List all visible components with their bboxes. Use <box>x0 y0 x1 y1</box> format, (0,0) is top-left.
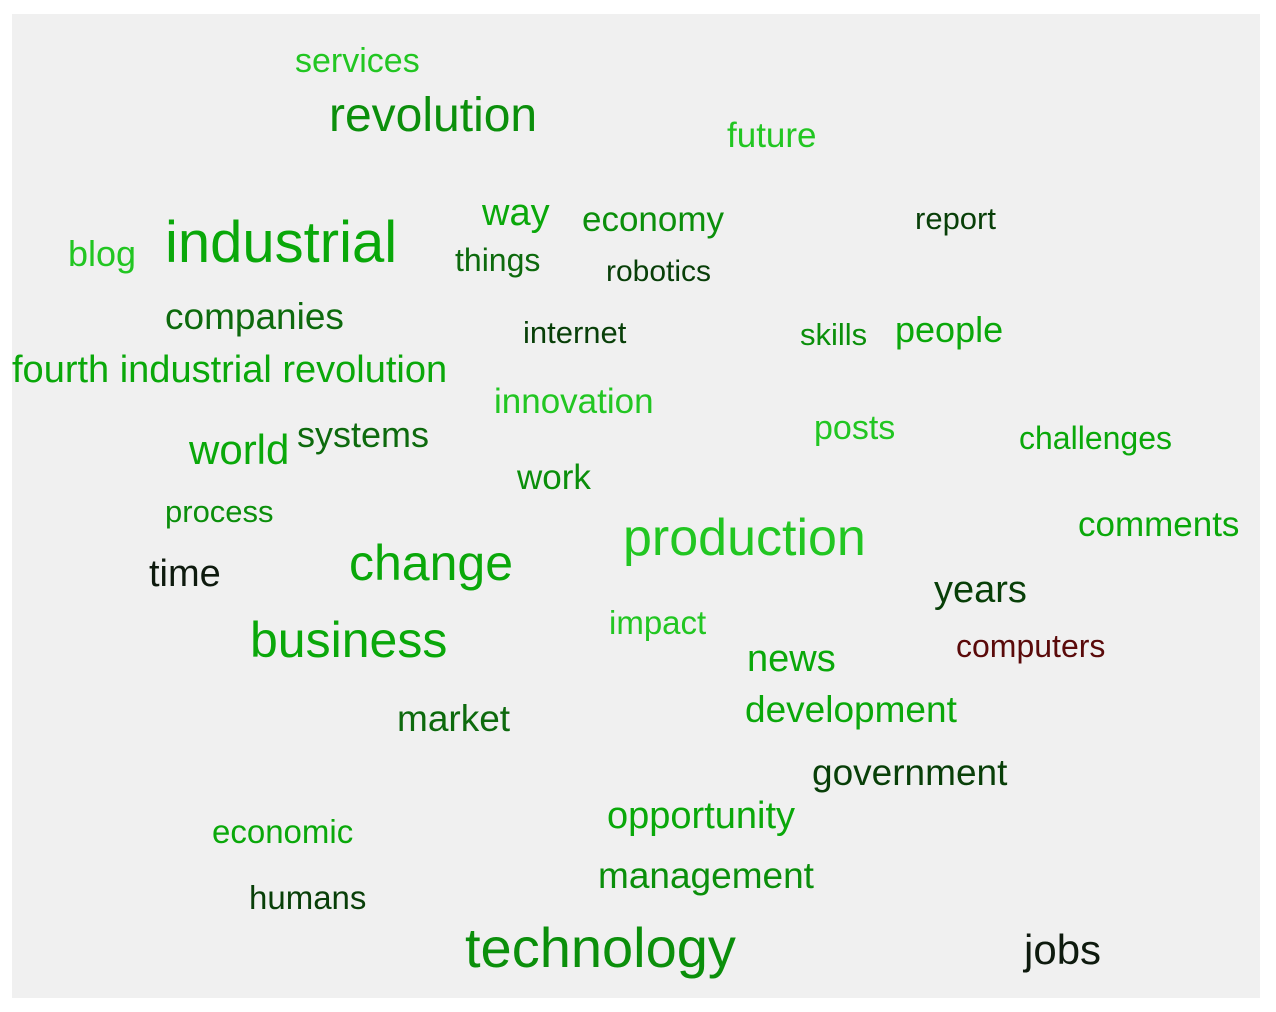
word-skills: skills <box>800 317 868 352</box>
word-government: government <box>812 752 1008 793</box>
word-business: business <box>250 612 448 668</box>
word-work: work <box>517 458 591 497</box>
word-innovation: innovation <box>494 382 654 421</box>
word-internet: internet <box>523 315 627 350</box>
word-humans: humans <box>249 879 367 916</box>
word-years: years <box>934 569 1027 611</box>
word-production: production <box>623 509 866 567</box>
word-jobs: jobs <box>1024 926 1102 973</box>
word-way: way <box>482 192 550 234</box>
word-things: things <box>455 242 541 278</box>
word-news: news <box>747 638 836 680</box>
word-computers: computers <box>956 628 1106 664</box>
word-time: time <box>149 553 221 595</box>
word-development: development <box>745 689 957 730</box>
word-blog: blog <box>68 233 137 274</box>
word-impact: impact <box>609 604 707 641</box>
word-future: future <box>727 116 817 155</box>
word-process: process <box>165 494 274 529</box>
word-technology: technology <box>465 916 736 979</box>
word-market: market <box>397 698 511 739</box>
word-cloud: services revolution future blog industri… <box>12 14 1260 998</box>
word-economy: economy <box>582 200 725 239</box>
word-comments: comments <box>1078 505 1240 544</box>
word-change: change <box>349 535 514 591</box>
word-challenges: challenges <box>1019 420 1172 456</box>
word-robotics: robotics <box>606 255 712 288</box>
word-report: report <box>915 201 996 236</box>
word-industrial: industrial <box>165 210 398 275</box>
word-systems: systems <box>297 414 430 455</box>
word-revolution: revolution <box>329 89 538 142</box>
word-management: management <box>598 855 814 896</box>
word-economic: economic <box>212 813 354 850</box>
word-posts: posts <box>814 409 896 447</box>
word-world: world <box>189 426 290 473</box>
word-fourth-industrial-revolution: fourth industrial revolution <box>12 349 448 391</box>
word-services: services <box>295 42 420 80</box>
word-opportunity: opportunity <box>607 795 796 837</box>
word-people: people <box>895 309 1004 350</box>
word-companies: companies <box>165 296 344 337</box>
